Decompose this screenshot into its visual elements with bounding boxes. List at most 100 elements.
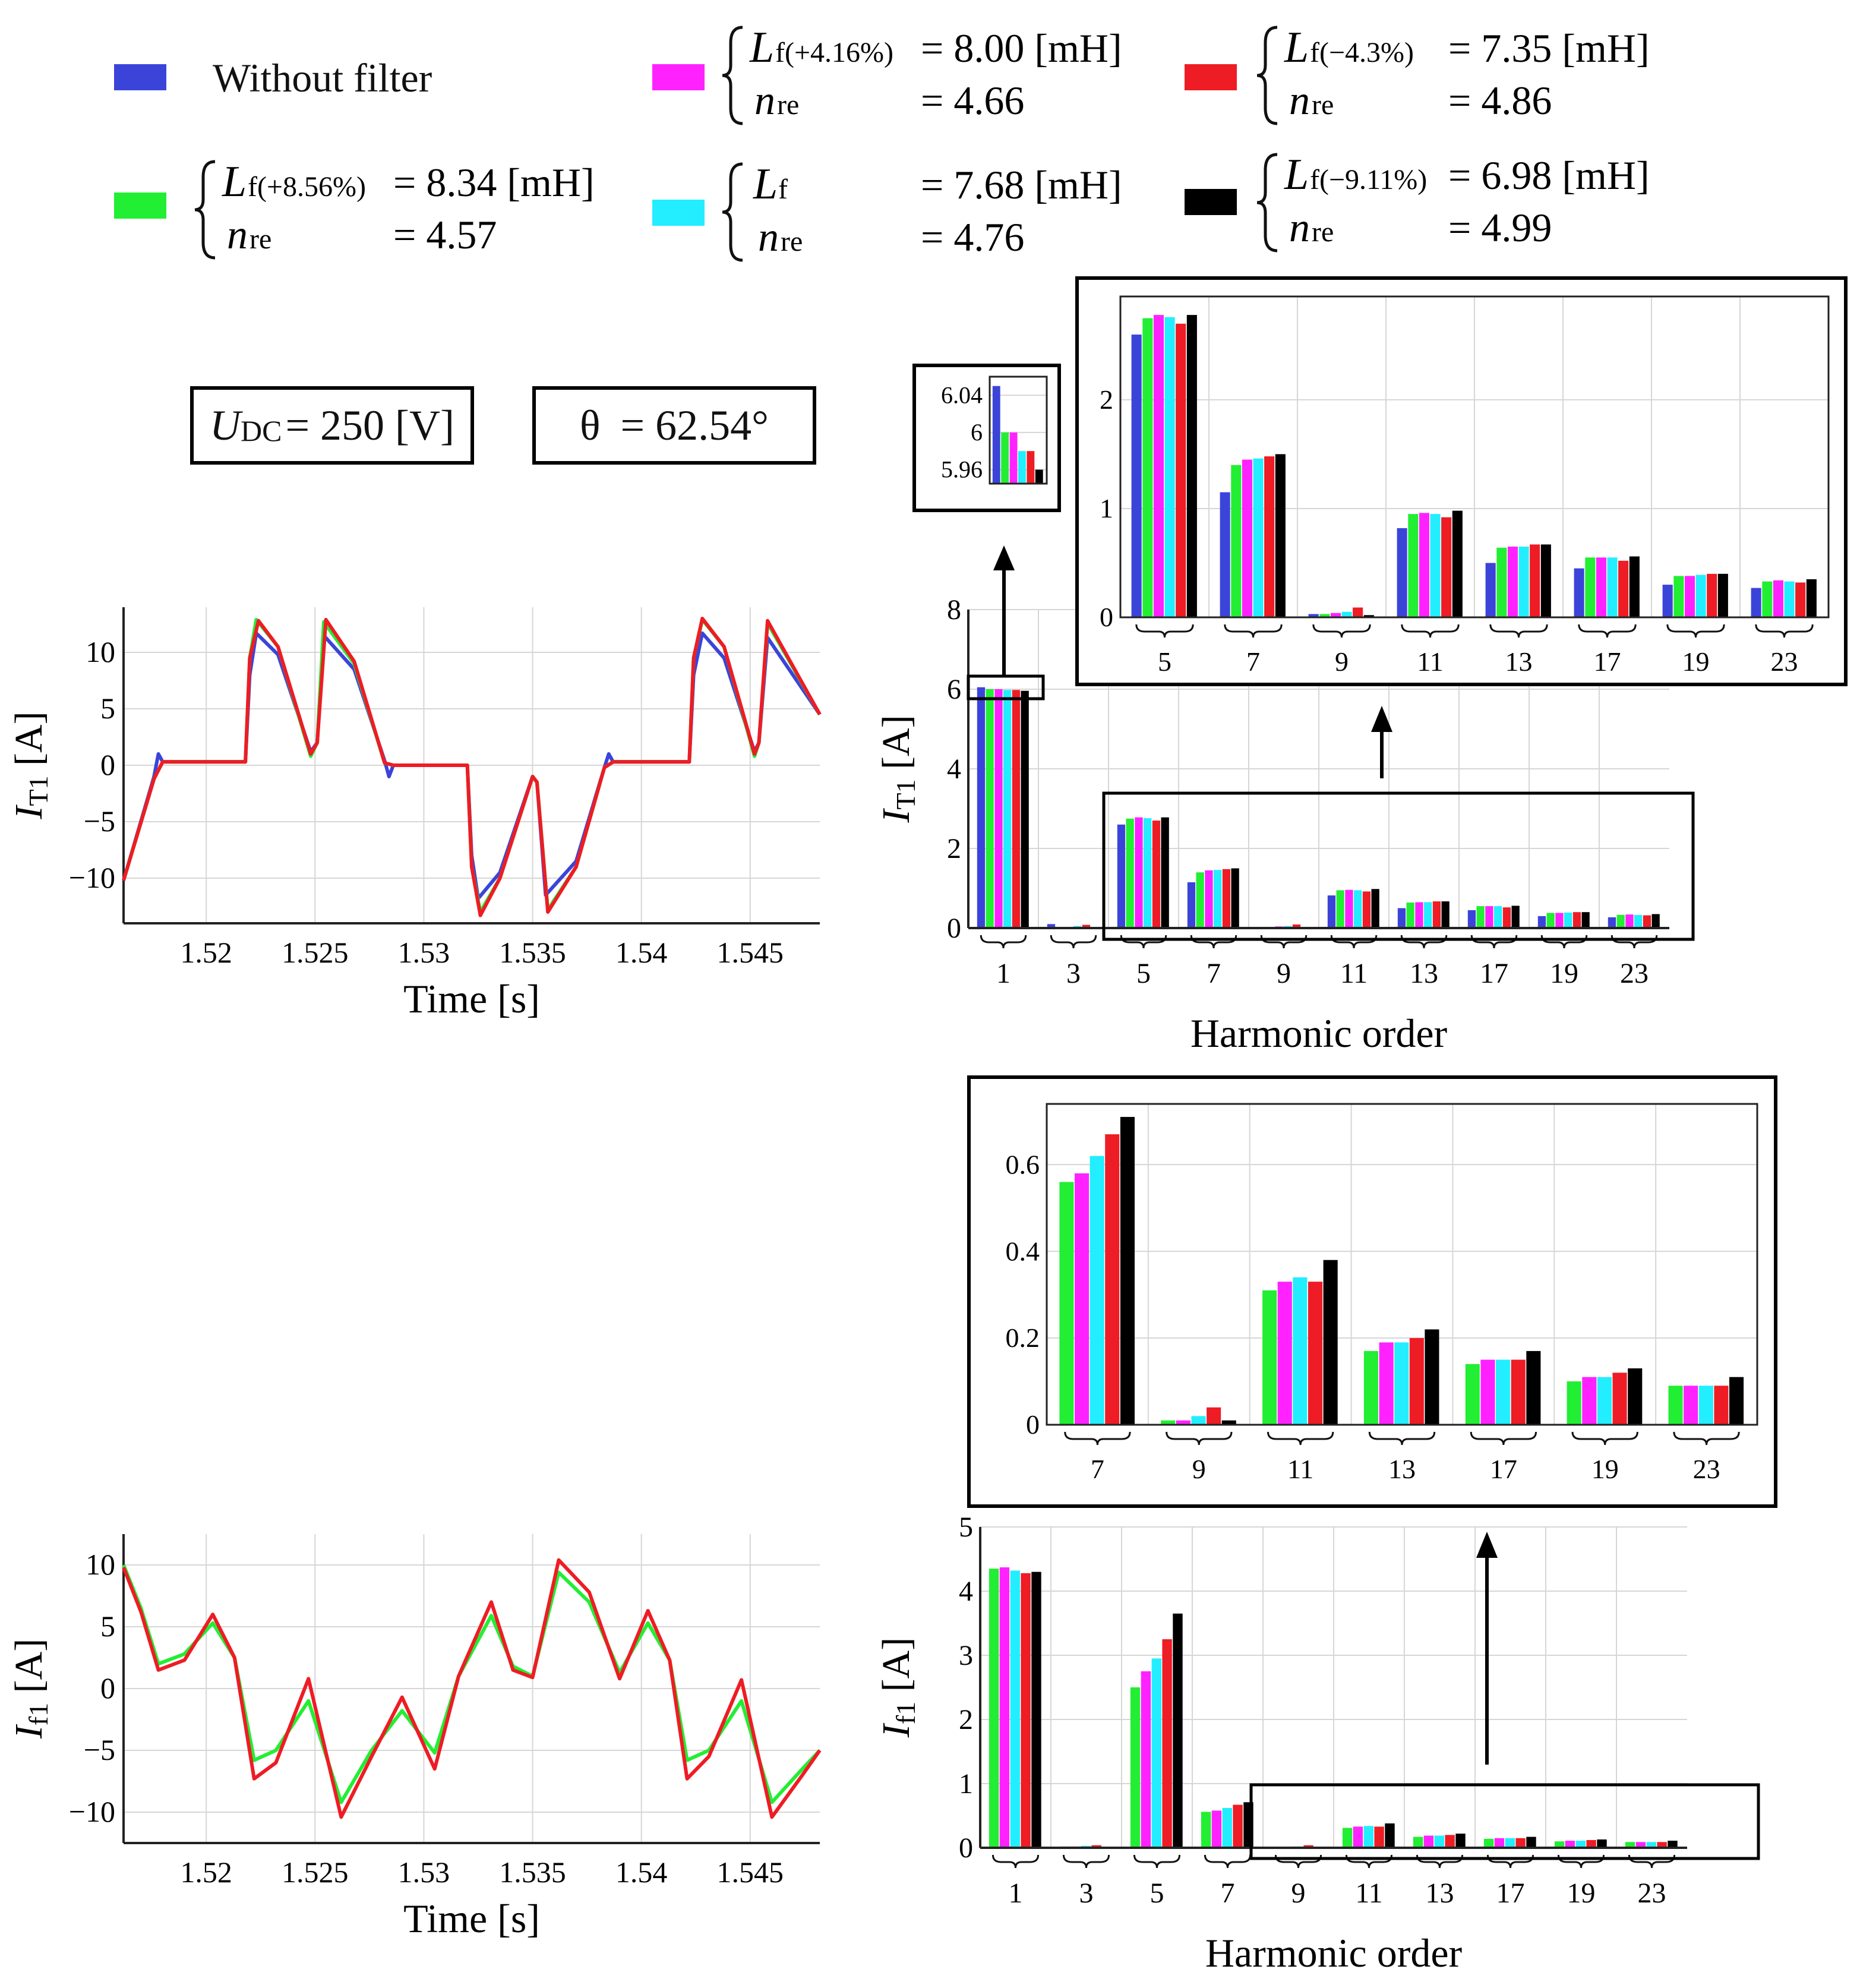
- bar: [1018, 451, 1026, 484]
- bar: [1336, 890, 1344, 928]
- y-axis-label: IT1 [A]: [874, 715, 921, 823]
- udc-value: = 250 [V]: [285, 401, 455, 449]
- y-tick-label: 2: [1100, 384, 1113, 415]
- bar: [1231, 465, 1242, 617]
- bar: [1423, 1835, 1434, 1848]
- legend-l-sub: f(+8.56%): [248, 171, 366, 203]
- bar: [1526, 1350, 1541, 1425]
- bar: [1555, 913, 1564, 928]
- category-brace: [1755, 624, 1814, 638]
- bar: [1233, 1804, 1243, 1848]
- bar: [1141, 1671, 1151, 1848]
- legend-l-val: = 6.98 [mH]: [1448, 153, 1650, 198]
- bar: [1662, 585, 1673, 617]
- x-tick-label: 1.52: [180, 936, 232, 969]
- series-line: [122, 1564, 822, 1804]
- bar: [1161, 817, 1169, 928]
- x-tick-label: 5: [1150, 1877, 1164, 1909]
- category-brace: [1401, 624, 1460, 638]
- legend-swatch-minus-4-3: [1185, 64, 1237, 90]
- x-tick-label: 13: [1410, 958, 1438, 989]
- bar: [1275, 454, 1286, 617]
- y-tick-label: 3: [959, 1640, 973, 1671]
- category-brace: [1610, 935, 1658, 949]
- y-tick-label: 6: [971, 419, 983, 446]
- legend-n-sym: n: [1289, 78, 1310, 124]
- y-axis-label: If1 [A]: [7, 1639, 53, 1739]
- category-brace: [1204, 1854, 1252, 1869]
- bar: [1243, 1802, 1253, 1848]
- legend-n-val: = 4.66: [921, 78, 1024, 123]
- legend-l-val: = 8.00 [mH]: [921, 26, 1122, 71]
- legend-n-sub: re: [250, 223, 271, 255]
- y-tick-label: 5.96: [941, 456, 983, 483]
- x-tick-label: 23: [1620, 958, 1649, 989]
- bar: [1773, 580, 1783, 617]
- legend-n-sym: n: [758, 214, 779, 260]
- bar: [1308, 1282, 1323, 1425]
- legend-brace-plus-8-56: L f(+8.56%) = 8.34 [mH] n re = 4.57: [194, 157, 595, 260]
- x-tick-label: 19: [1591, 1454, 1619, 1484]
- category-brace: [1489, 624, 1548, 638]
- bar: [1494, 906, 1502, 928]
- legend-n-sym: n: [754, 78, 775, 124]
- bar: [1628, 1368, 1643, 1425]
- bar: [1191, 1416, 1206, 1425]
- bar: [1567, 1381, 1581, 1425]
- bar: [1293, 1277, 1308, 1425]
- y-tick-label: 6: [947, 674, 961, 705]
- harm-it1-fund-zoom-chart: 5.96 6 6.04: [941, 375, 1048, 485]
- bar: [1075, 1173, 1090, 1425]
- bar: [1161, 1420, 1176, 1425]
- y-tick-label: −10: [69, 1795, 115, 1828]
- bar: [1222, 869, 1231, 928]
- bar: [1105, 1134, 1120, 1425]
- y-tick-label: 1: [959, 1768, 973, 1800]
- bar: [1176, 1420, 1190, 1425]
- bar: [1634, 914, 1643, 928]
- bar: [1153, 315, 1164, 617]
- category-brace: [1050, 935, 1097, 949]
- category-brace: [1133, 1854, 1181, 1869]
- plot-frame: [1046, 1103, 1758, 1426]
- bar: [1629, 556, 1640, 617]
- legend-n-sub: re: [1312, 89, 1334, 121]
- bar: [1467, 910, 1476, 928]
- bar: [1135, 817, 1143, 928]
- bar: [1003, 690, 1012, 928]
- x-tick-label: 1.53: [398, 936, 450, 969]
- bar: [1059, 1182, 1074, 1425]
- bar: [1394, 1342, 1409, 1425]
- bar: [1353, 1826, 1363, 1848]
- bar: [1618, 560, 1629, 617]
- bar: [1363, 615, 1374, 617]
- bar: [1091, 1845, 1101, 1848]
- bar: [1409, 1338, 1424, 1425]
- bar: [1035, 469, 1043, 484]
- bar: [992, 386, 1000, 484]
- y-tick-label: −10: [69, 861, 115, 894]
- category-brace: [1274, 1854, 1322, 1869]
- bar: [1762, 581, 1773, 617]
- bar: [1363, 1826, 1373, 1848]
- category-brace: [1062, 1854, 1110, 1869]
- bar: [1455, 1834, 1466, 1848]
- bar: [1430, 514, 1441, 617]
- harm-it1-zoom-panel: 0 1 2 5 7 9 11 13 17 19 23: [1075, 276, 1848, 686]
- bar: [1201, 1812, 1211, 1848]
- bar: [1476, 906, 1485, 928]
- x-tick-label: 3: [1079, 1877, 1094, 1909]
- y-axis-label: IT1 [A]: [7, 711, 53, 819]
- x-tick-label: 1.525: [282, 1856, 349, 1889]
- legend-l-val: = 7.35 [mH]: [1448, 26, 1650, 71]
- x-tick-label: 5: [1158, 646, 1171, 677]
- x-tick-label: 1.535: [499, 1856, 566, 1889]
- x-tick-label: 17: [1490, 1454, 1517, 1484]
- legend-brace-minus-9-11: L f(−9.11%) = 6.98 [mH] n re = 4.99: [1256, 150, 1650, 253]
- x-tick-label: 19: [1567, 1877, 1596, 1909]
- bar: [1327, 895, 1336, 928]
- bar: [1363, 1350, 1378, 1425]
- bar: [1408, 514, 1419, 617]
- y-tick-label: 10: [86, 635, 115, 668]
- category-brace: [1368, 1431, 1436, 1446]
